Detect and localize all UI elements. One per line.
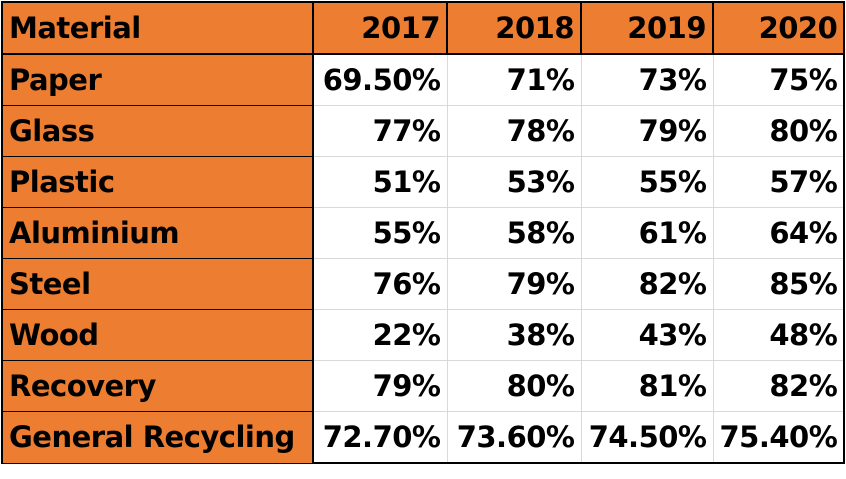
- header-cell-year: 2019: [580, 1, 714, 55]
- value-cell: 74.50%: [580, 411, 714, 464]
- value-cell: 72.70%: [312, 411, 448, 464]
- value-cell: 79%: [446, 258, 582, 310]
- value-cell: 79%: [580, 105, 714, 157]
- recycling-rates-table: Material 2017 2018 2019 2020 Paper 69.50% 71% 73…: [1, 1, 846, 464]
- table-row: Plastic 51% 53% 55% 57%: [1, 156, 846, 208]
- table-row: Wood 22% 38% 43% 48%: [1, 309, 846, 361]
- value-cell: 79%: [312, 360, 448, 412]
- row-label-cell: Aluminium: [1, 207, 314, 259]
- value-cell: 73.60%: [446, 411, 582, 464]
- table-row: Steel 76% 79% 82% 85%: [1, 258, 846, 310]
- table-body: Material 2017 2018 2019 2020 Paper 69.50% 71% 73…: [1, 1, 846, 464]
- row-label-cell: Steel: [1, 258, 314, 310]
- value-cell: 73%: [580, 53, 714, 106]
- value-cell: 80%: [446, 360, 582, 412]
- table-row: General Recycling 72.70% 73.60% 74.50% 75.40…: [1, 411, 846, 464]
- value-cell: 82%: [712, 360, 846, 412]
- value-cell: 76%: [312, 258, 448, 310]
- row-label-cell: Plastic: [1, 156, 314, 208]
- row-label-cell: Paper: [1, 53, 314, 106]
- header-cell-year: 2017: [312, 1, 448, 55]
- value-cell: 78%: [446, 105, 582, 157]
- value-cell: 64%: [712, 207, 846, 259]
- value-cell: 43%: [580, 309, 714, 361]
- value-cell: 69.50%: [312, 53, 448, 106]
- value-cell: 38%: [446, 309, 582, 361]
- header-row: Material 2017 2018 2019 2020: [1, 1, 846, 55]
- header-cell-year: 2020: [711, 1, 846, 55]
- value-cell: 51%: [312, 156, 448, 208]
- value-cell: 75.40%: [712, 411, 846, 464]
- header-cell-year: 2018: [446, 1, 582, 55]
- table-row: Paper 69.50% 71% 73% 75%: [1, 53, 846, 106]
- row-label-cell: Wood: [1, 309, 314, 361]
- value-cell: 77%: [312, 105, 448, 157]
- value-cell: 61%: [580, 207, 714, 259]
- row-label-cell: General Recycling: [1, 411, 314, 464]
- value-cell: 71%: [446, 53, 582, 106]
- value-cell: 53%: [446, 156, 582, 208]
- value-cell: 85%: [712, 258, 846, 310]
- table-row: Aluminium 55% 58% 61% 64%: [1, 207, 846, 259]
- table-row: Recovery 79% 80% 81% 82%: [1, 360, 846, 412]
- value-cell: 55%: [312, 207, 448, 259]
- value-cell: 80%: [712, 105, 846, 157]
- value-cell: 58%: [446, 207, 582, 259]
- value-cell: 57%: [712, 156, 846, 208]
- row-label-cell: Glass: [1, 105, 314, 157]
- value-cell: 55%: [580, 156, 714, 208]
- value-cell: 81%: [580, 360, 714, 412]
- value-cell: 82%: [580, 258, 714, 310]
- table-row: Glass 77% 78% 79% 80%: [1, 105, 846, 157]
- value-cell: 22%: [312, 309, 448, 361]
- value-cell: 75%: [712, 53, 846, 106]
- header-cell-material: Material: [1, 1, 314, 55]
- row-label-cell: Recovery: [1, 360, 314, 412]
- value-cell: 48%: [712, 309, 846, 361]
